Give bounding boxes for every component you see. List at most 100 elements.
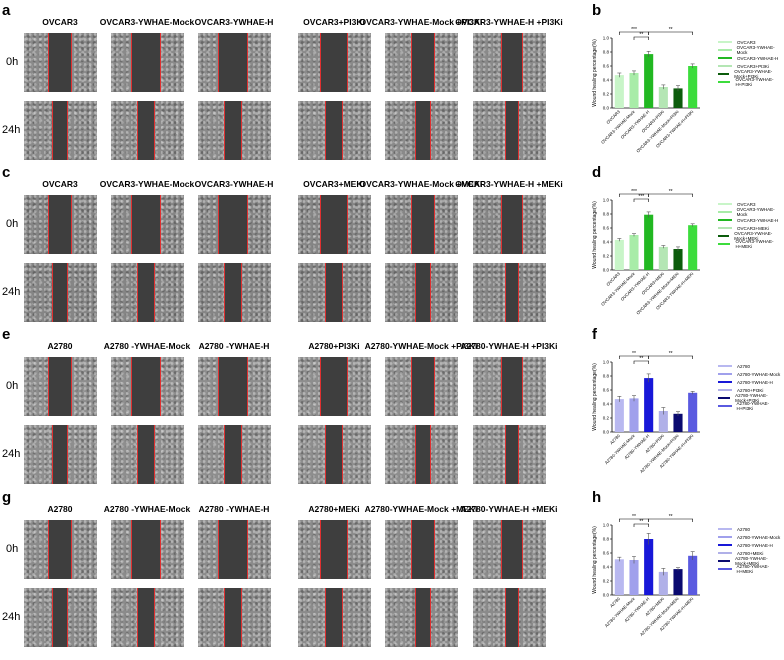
bar-chart-svg: 0.0 0.2 0.4 0.6 0.8 1.0 Wound healing percenta… <box>592 27 700 154</box>
y-axis-label: Wound healing percentage(%) <box>592 526 598 594</box>
bar <box>688 392 698 432</box>
significance-bracket <box>648 31 693 35</box>
legend-label: A2780-YWHAE-H+MEKi <box>736 564 770 574</box>
wound-gap <box>136 425 156 484</box>
legend-label: OVCAR3 <box>737 201 756 207</box>
legend-item: A2780-YWHAE-H <box>718 541 784 549</box>
wound-gap <box>218 33 248 92</box>
wound-gap <box>48 357 72 416</box>
significance-label: *** <box>631 189 637 195</box>
column-title: OVCAR3 <box>42 179 78 189</box>
bar <box>629 398 639 432</box>
column-title: A2780+MEKi <box>308 504 360 514</box>
wound-gap <box>223 263 243 322</box>
wound-gap <box>505 263 519 322</box>
wound-gap <box>218 357 248 416</box>
micrograph <box>24 33 97 92</box>
micrograph <box>385 33 458 92</box>
bar-chart: 0.0 0.2 0.4 0.6 0.8 1.0 Wound healing percenta… <box>588 505 708 660</box>
legend-swatch <box>718 65 732 67</box>
micrograph <box>473 263 546 322</box>
column-title: OVCAR3+PI3Ki <box>303 17 365 27</box>
legend-label: OVCAR3-YWHAE-H+MEKi <box>735 239 774 249</box>
significance-bracket <box>633 36 649 40</box>
column-title: OVCAR3-YWHAE-Mock <box>99 179 195 189</box>
bar <box>644 539 654 595</box>
legend-item: A2780-YWHAE-H+MEKi <box>718 564 784 574</box>
wound-gap <box>52 425 68 484</box>
micrograph <box>198 101 271 160</box>
column-title: A2780 -YWHAE-Mock <box>103 504 191 514</box>
legend-item: OVCAR3-YWHAE-H <box>718 54 784 62</box>
legend-swatch <box>718 560 731 562</box>
wound-gap <box>136 588 156 647</box>
bar <box>673 88 683 108</box>
wound-gap <box>223 425 243 484</box>
wound-gap <box>320 357 348 416</box>
chart-legend: A2780 A2780-YWHAE-Mock A2780-YWHAE-H A2780+… <box>718 525 784 574</box>
row-label-24h: 24h <box>2 448 21 460</box>
micrograph <box>24 195 97 254</box>
legend-label: OVCAR3-YWHAE-Mock+MEKi <box>734 231 773 241</box>
wound-gap <box>505 588 519 647</box>
legend-item: OVCAR3 <box>718 200 784 208</box>
y-tick-label: 0.2 <box>603 579 610 584</box>
wound-gap <box>48 520 72 579</box>
legend-swatch <box>718 536 732 538</box>
legend-item: A2780-YWHAE-Mock <box>718 370 784 378</box>
bar <box>644 214 654 270</box>
micrograph <box>385 195 458 254</box>
legend-label: OVCAR3-YWHAE-H <box>737 55 779 61</box>
micrograph <box>298 588 371 647</box>
micrograph <box>473 520 546 579</box>
y-axis-label: Wound healing percentage(%) <box>592 39 598 107</box>
legend-item: OVCAR3-YWHAE-H+MEKi <box>718 239 784 249</box>
micrograph <box>473 588 546 647</box>
bar <box>629 560 639 595</box>
y-tick-label: 0.0 <box>603 268 610 273</box>
wound-gap <box>218 520 248 579</box>
micrograph <box>111 588 184 647</box>
micrograph <box>24 263 97 322</box>
legend-swatch <box>718 243 731 245</box>
y-tick-label: 1.0 <box>603 36 610 41</box>
micrograph <box>298 520 371 579</box>
micrograph <box>298 101 371 160</box>
legend-item: A2780-YWHAE-Mock+PI3Ki <box>718 393 784 403</box>
legend-swatch <box>718 57 732 59</box>
panel-letter-d: d <box>592 164 602 181</box>
wound-gap <box>415 588 431 647</box>
y-axis-label: Wound healing percentage(%) <box>592 363 598 431</box>
y-tick-label: 0.2 <box>603 416 610 421</box>
bar <box>688 555 698 595</box>
micrograph <box>198 588 271 647</box>
micrograph <box>198 263 271 322</box>
wound-gap <box>320 520 348 579</box>
column-title: OVCAR3-YWHAE-Mock <box>99 17 195 27</box>
bar-chart-svg: 0.0 0.2 0.4 0.6 0.8 1.0 Wound healing percenta… <box>592 351 700 474</box>
column-title: OVCAR3+MEKi <box>303 179 365 189</box>
row-label-0h: 0h <box>6 543 19 555</box>
bar <box>673 249 683 270</box>
legend-label: OVCAR3-YWHAE-H+PI3Ki <box>735 77 774 87</box>
wound-gap <box>411 520 435 579</box>
bar <box>614 239 624 270</box>
legend-swatch <box>718 552 732 554</box>
wound-gap <box>52 588 68 647</box>
micrograph <box>111 425 184 484</box>
legend-item: A2780 <box>718 362 784 370</box>
legend-item: OVCAR3-YWHAE-H <box>718 216 784 224</box>
column-title: A2780-YWHAE-H +MEKi <box>460 504 558 514</box>
wound-gap <box>136 101 156 160</box>
column-title: A2780 -YWHAE-Mock <box>103 341 191 351</box>
micrograph <box>198 357 271 416</box>
bar <box>658 571 668 595</box>
legend-label: OVCAR3+PI3Ki <box>737 63 769 69</box>
y-tick-label: 0.0 <box>603 593 610 598</box>
legend-item: OVCAR3-YWHAE-H+PI3Ki <box>718 77 784 87</box>
wound-gap <box>505 425 519 484</box>
significance-label: *** <box>631 27 637 33</box>
legend-label: OVCAR3+MEKi <box>737 225 769 231</box>
panel-letter-c: c <box>2 164 11 181</box>
significance-label: ** <box>632 351 636 357</box>
